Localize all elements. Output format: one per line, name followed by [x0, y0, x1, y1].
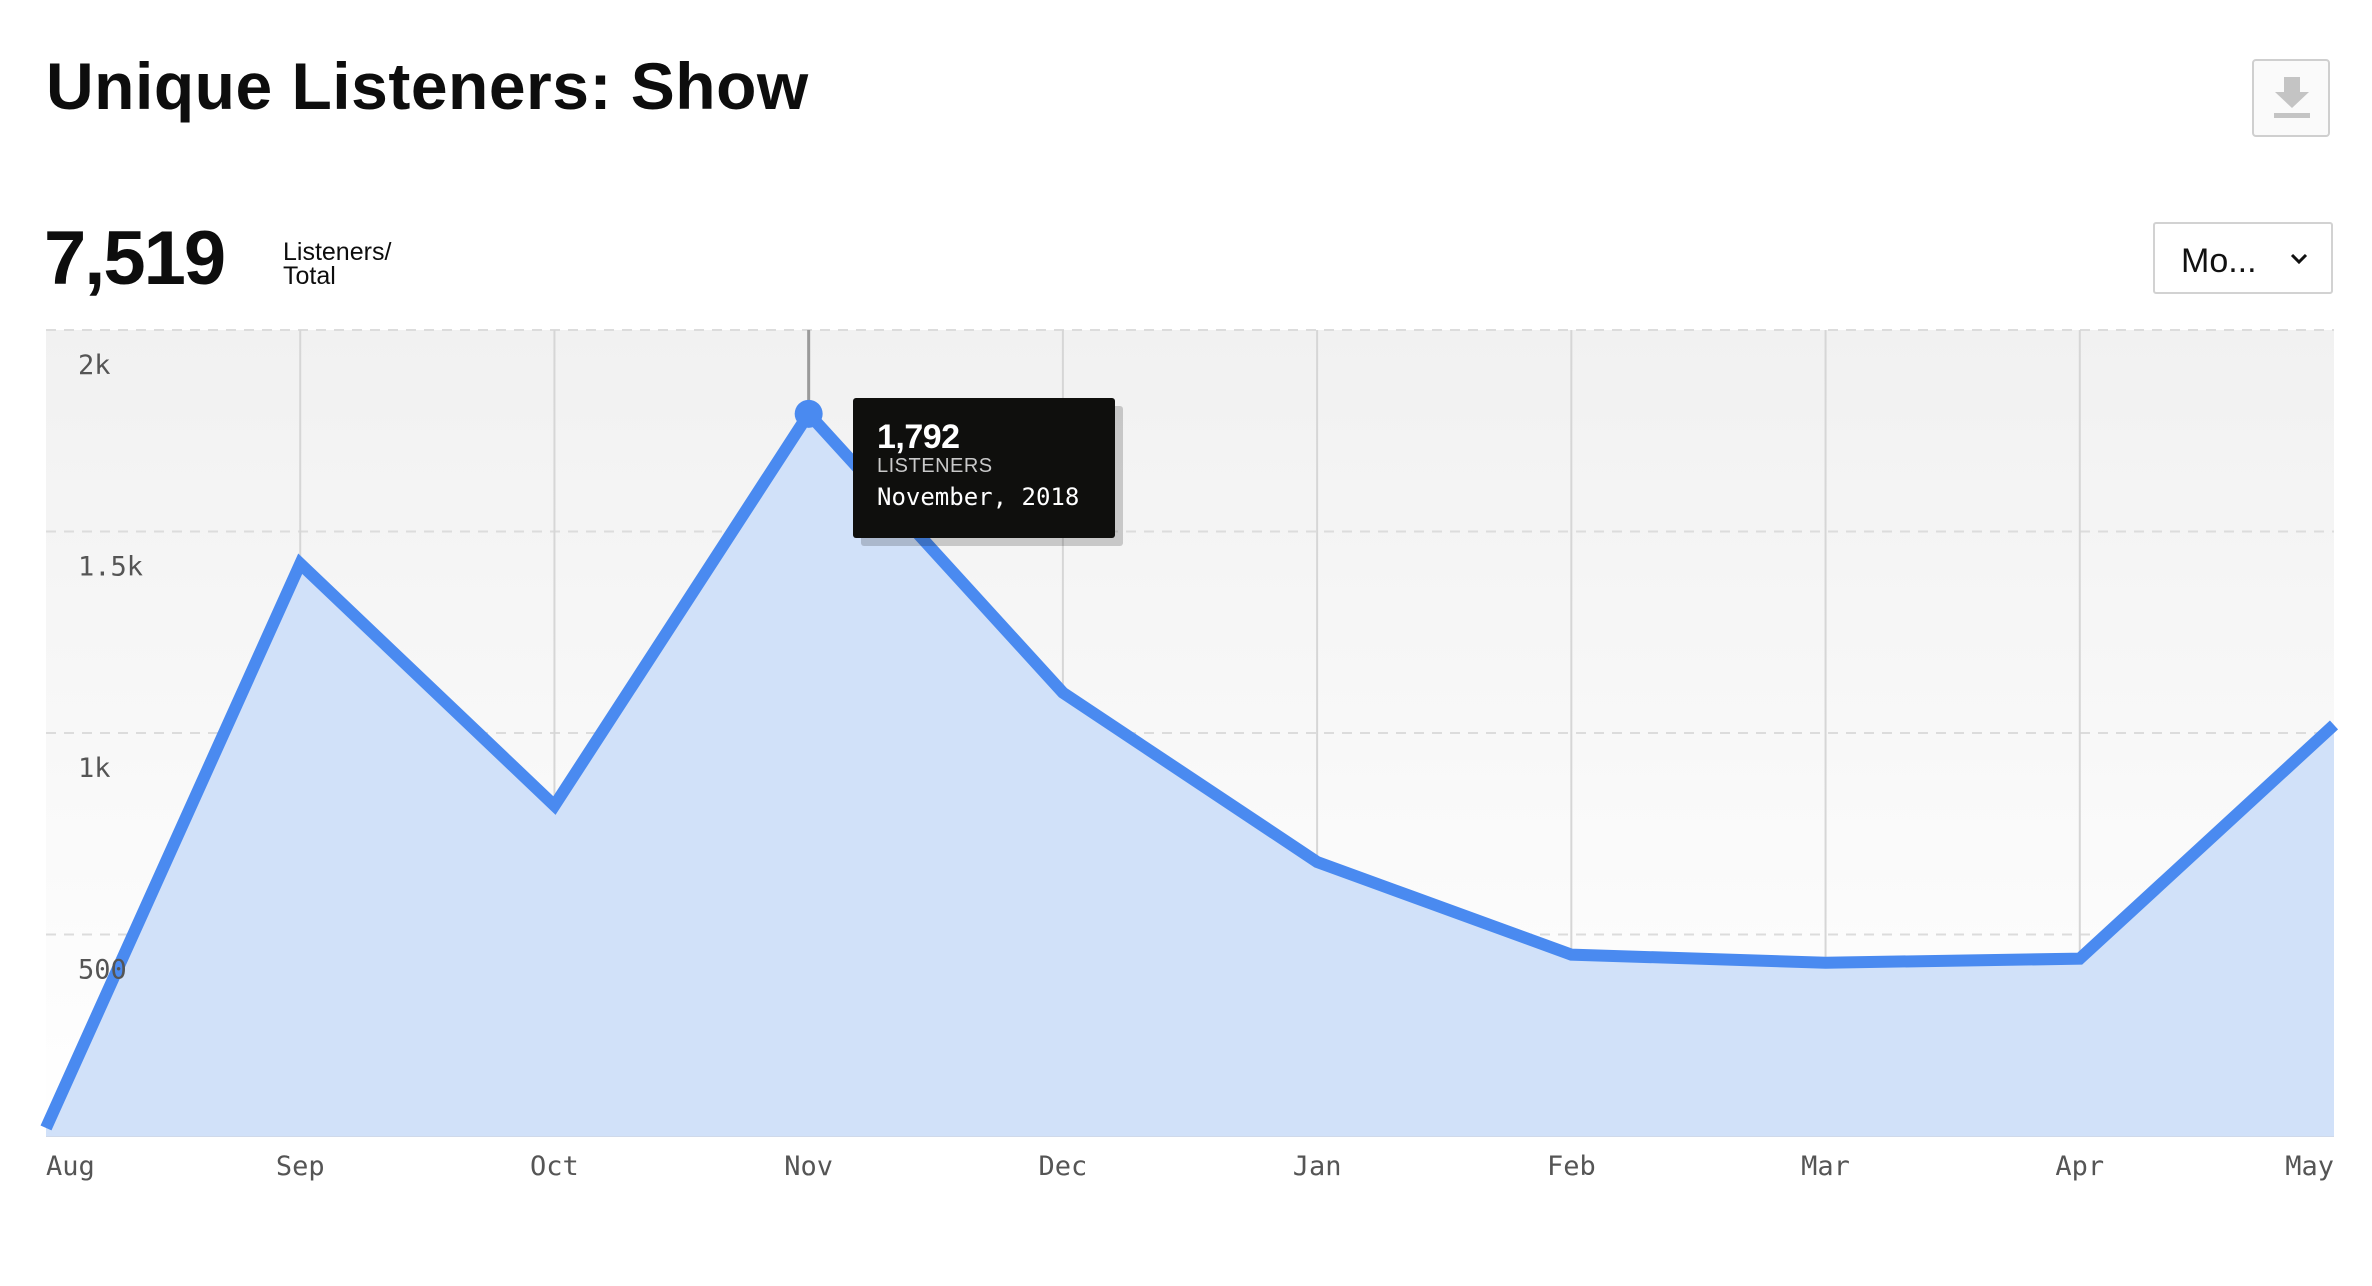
tooltip-unit: LISTENERS — [877, 455, 993, 477]
x-tick-label: Jan — [1293, 1151, 1342, 1182]
total-label-line1: Listeners/ — [283, 238, 392, 266]
y-tick-label: 1k — [78, 753, 111, 784]
x-tick-label: Oct — [530, 1151, 579, 1182]
total-label-line2: Total — [283, 262, 336, 290]
total-listeners-value: 7,519 — [44, 216, 226, 301]
x-tick-label: May — [2285, 1151, 2334, 1182]
x-tick-label: Apr — [2055, 1151, 2104, 1182]
download-button[interactable] — [2252, 59, 2330, 137]
tooltip-date: November, 2018 — [877, 483, 1080, 511]
download-icon — [2274, 77, 2310, 118]
y-tick-label: 500 — [78, 955, 127, 986]
x-tick-label: Aug — [46, 1151, 95, 1182]
x-tick-label: Feb — [1547, 1151, 1596, 1182]
chart-tooltip: 1,792 LISTENERS November, 2018 — [853, 398, 1115, 538]
y-tick-label: 2k — [78, 350, 111, 381]
chevron-down-icon — [2290, 253, 2308, 265]
x-tick-label: Nov — [784, 1151, 833, 1182]
tooltip-value: 1,792 — [877, 418, 960, 456]
period-select-value: Mo... — [2181, 242, 2257, 280]
series-area — [46, 413, 2334, 1137]
period-select[interactable]: Mo... — [2153, 222, 2333, 294]
page-title: Unique Listeners: Show — [46, 49, 809, 123]
total-listeners-label: Listeners/ Total — [283, 238, 392, 290]
y-tick-label: 1.5k — [78, 552, 143, 583]
highlight-point[interactable] — [794, 399, 823, 428]
series-line — [40, 404, 2339, 1131]
x-tick-label: Sep — [276, 1151, 325, 1182]
x-tick-label: Mar — [1801, 1151, 1850, 1182]
x-tick-label: Dec — [1038, 1151, 1087, 1182]
